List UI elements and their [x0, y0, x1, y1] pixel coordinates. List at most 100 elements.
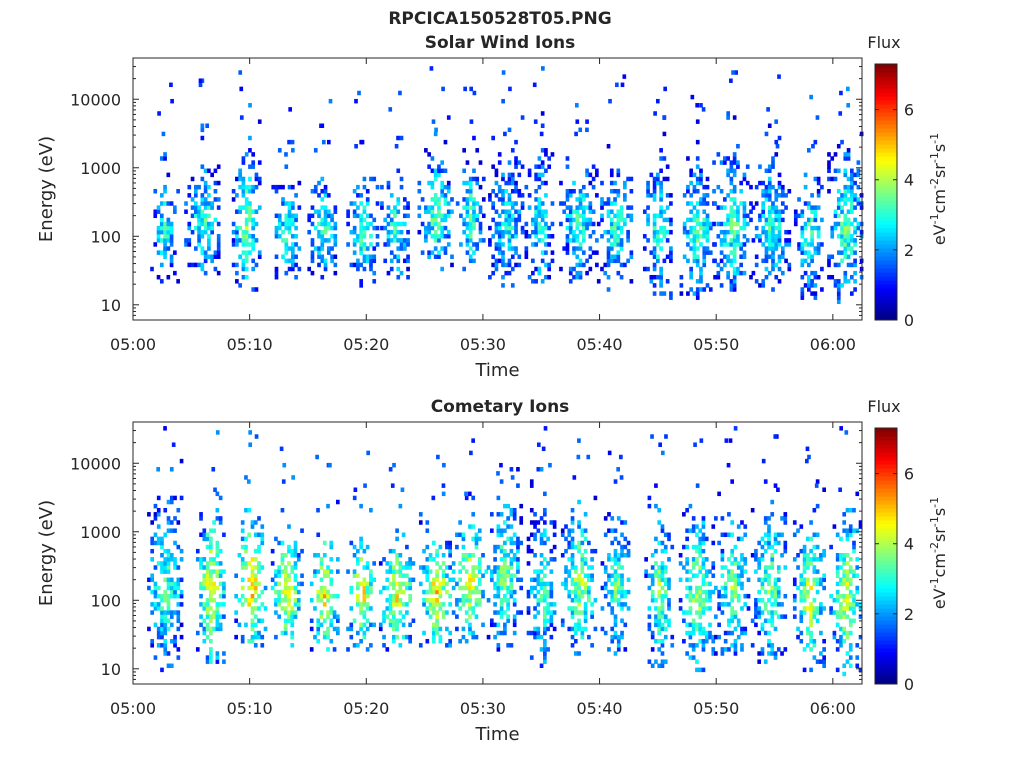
flux-cell: [802, 667, 807, 673]
flux-cell: [717, 606, 721, 611]
flux-cell: [209, 540, 213, 546]
flux-cell: [855, 491, 860, 497]
flux-cell: [287, 213, 292, 219]
flux-cell: [499, 606, 504, 611]
flux-cell: [309, 598, 314, 603]
flux-cell: [699, 274, 703, 280]
flux-cell: [290, 217, 295, 223]
flux-cell: [691, 630, 696, 636]
flux-cell: [433, 229, 438, 235]
flux-cell: [524, 221, 529, 227]
flux-cell: [408, 598, 412, 603]
flux-cell: [646, 213, 650, 219]
flux-cell: [843, 234, 848, 239]
flux-cell: [507, 209, 512, 214]
flux-cell: [435, 622, 439, 628]
flux-cell: [613, 213, 617, 219]
flux-cell: [440, 193, 445, 198]
colorbar-band: [875, 456, 897, 461]
flux-cell: [613, 221, 617, 227]
flux-cell: [335, 618, 340, 623]
flux-cell: [591, 176, 596, 182]
flux-cell: [793, 217, 798, 223]
flux-cell: [307, 229, 312, 235]
flux-cell: [845, 561, 850, 566]
flux-cell: [427, 229, 431, 235]
flux-cell: [274, 234, 279, 239]
flux-cell: [369, 643, 373, 648]
flux-cell: [263, 626, 268, 632]
flux-cell: [173, 205, 177, 210]
flux-cell: [723, 585, 728, 591]
flux-cell: [720, 585, 725, 591]
flux-cell: [689, 209, 694, 214]
flux-cell: [169, 258, 174, 264]
flux-cell: [740, 520, 744, 525]
flux-cell: [362, 225, 367, 231]
flux-cell: [698, 622, 703, 628]
flux-cell: [723, 593, 728, 599]
flux-cell: [654, 606, 658, 611]
flux-cell: [496, 471, 500, 476]
flux-cell: [405, 634, 409, 640]
flux-cell: [642, 246, 647, 251]
flux-cell: [433, 201, 438, 206]
flux-cell: [418, 512, 423, 517]
flux-cell: [543, 528, 547, 533]
flux-cell: [724, 438, 729, 443]
flux-cell: [809, 614, 813, 619]
flux-cell: [686, 156, 690, 161]
flux-cell: [153, 242, 158, 247]
flux-cell: [578, 229, 583, 235]
flux-cell: [853, 238, 857, 243]
flux-cell: [497, 152, 502, 157]
flux-cell: [669, 201, 673, 206]
flux-cell: [147, 585, 151, 591]
flux-cell: [389, 221, 394, 227]
flux-cell: [688, 569, 693, 574]
flux-cell: [315, 454, 319, 460]
flux-cell: [760, 610, 765, 615]
flux-cell: [253, 557, 258, 562]
flux-cell: [240, 565, 245, 570]
flux-cell: [501, 254, 505, 259]
flux-cell: [150, 638, 155, 644]
flux-cell: [736, 213, 740, 219]
flux-cell: [540, 250, 545, 255]
flux-cell: [474, 532, 479, 538]
flux-cell: [665, 217, 670, 223]
flux-cell: [173, 589, 177, 595]
flux-cell: [253, 622, 258, 628]
flux-cell: [711, 647, 716, 652]
flux-cell: [760, 544, 765, 550]
flux-cell: [257, 516, 261, 521]
flux-cell: [496, 622, 501, 628]
flux-cell: [600, 205, 604, 210]
colorbar-band: [875, 116, 897, 121]
flux-cell: [478, 205, 483, 210]
flux-cell: [169, 553, 174, 558]
flux-cell: [754, 553, 758, 558]
flux-cell: [827, 254, 831, 259]
flux-cell: [822, 638, 826, 644]
flux-cell: [660, 598, 665, 603]
flux-cell: [806, 630, 810, 636]
flux-cell: [257, 548, 261, 554]
flux-cell: [462, 221, 467, 227]
flux-cell: [488, 197, 492, 202]
flux-cell: [507, 225, 512, 231]
flux-cell: [691, 544, 696, 550]
flux-cell: [369, 266, 373, 272]
flux-cell: [819, 610, 823, 615]
flux-cell: [173, 565, 177, 570]
flux-cell: [716, 221, 721, 227]
flux-cell: [472, 213, 476, 219]
flux-cell: [274, 634, 278, 640]
flux-cell: [501, 172, 505, 178]
flux-cell: [835, 593, 840, 599]
flux-cell: [512, 630, 517, 636]
flux-cell: [215, 569, 220, 574]
flux-cell: [179, 548, 184, 554]
flux-cell: [472, 168, 476, 174]
flux-cell: [293, 561, 298, 566]
